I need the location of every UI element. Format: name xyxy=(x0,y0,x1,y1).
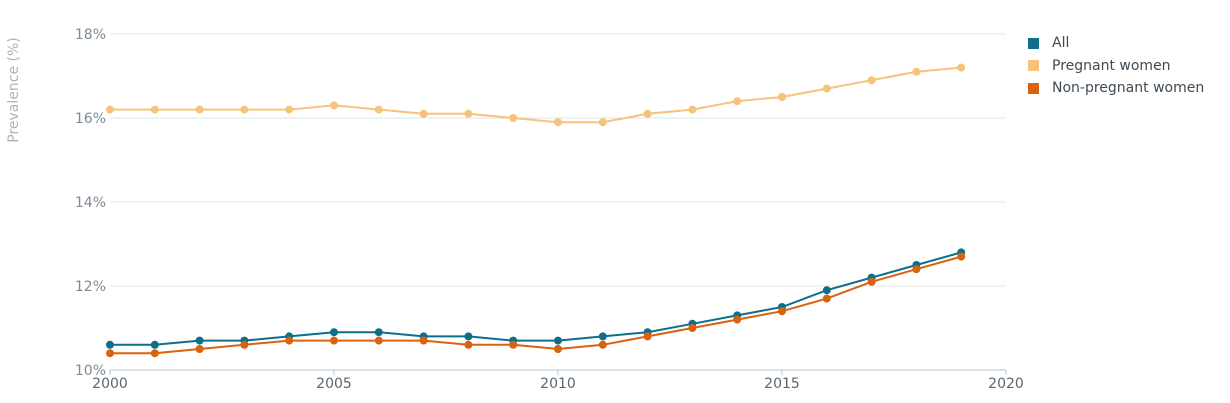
data-point xyxy=(330,328,338,337)
legend-swatch xyxy=(1028,37,1039,49)
data-point xyxy=(643,109,652,118)
legend-label: Non-pregnant women xyxy=(1052,80,1205,97)
data-point xyxy=(464,109,473,118)
x-tick-label: 2020 xyxy=(988,376,1024,392)
data-point xyxy=(643,332,652,341)
data-point xyxy=(598,118,607,127)
data-point xyxy=(867,277,876,286)
series-line-1 xyxy=(110,66,962,124)
data-point xyxy=(106,105,114,114)
data-point xyxy=(374,328,383,337)
data-point xyxy=(374,336,383,345)
data-point xyxy=(106,340,114,349)
data-point xyxy=(778,93,786,101)
data-point xyxy=(509,340,518,349)
data-point xyxy=(330,101,338,110)
data-point xyxy=(195,345,204,353)
legend-item: All xyxy=(1028,32,1204,55)
data-point xyxy=(733,97,742,106)
data-point xyxy=(822,84,831,93)
x-tick-label: 2000 xyxy=(92,376,128,392)
y-tick-label: 12% xyxy=(75,279,106,295)
data-point xyxy=(195,336,204,345)
x-tick-label: 2010 xyxy=(540,376,576,392)
data-point xyxy=(957,252,966,261)
data-point xyxy=(240,340,249,349)
data-point xyxy=(419,109,428,118)
data-point xyxy=(688,105,697,114)
y-axis-ticks: 10% 12% 14% 16% 18% xyxy=(75,27,106,379)
data-point xyxy=(688,324,697,332)
data-point xyxy=(374,105,383,114)
data-point xyxy=(733,315,742,324)
data-point xyxy=(285,336,294,345)
series-lines xyxy=(110,66,962,355)
data-point xyxy=(957,63,966,72)
data-point xyxy=(554,336,562,345)
x-tick-label: 2015 xyxy=(764,376,800,392)
data-point xyxy=(778,307,786,316)
data-point xyxy=(867,76,876,85)
series-line-0 xyxy=(110,251,962,346)
legend-label: Pregnant women xyxy=(1052,57,1171,74)
data-point xyxy=(598,340,607,349)
data-point xyxy=(150,340,159,349)
data-point xyxy=(554,345,562,353)
data-point xyxy=(150,105,159,114)
y-tick-label: 14% xyxy=(75,195,106,211)
data-point xyxy=(912,265,921,274)
data-point xyxy=(554,118,562,127)
data-point xyxy=(150,349,159,358)
data-point xyxy=(195,105,204,114)
data-point xyxy=(912,67,921,76)
data-point xyxy=(285,105,294,114)
legend-item: Non-pregnant women xyxy=(1028,77,1204,100)
data-point xyxy=(464,332,473,341)
legend: All Pregnant women Non-pregnant women xyxy=(1028,32,1204,100)
series-points xyxy=(106,63,966,358)
data-point xyxy=(106,349,114,358)
data-point xyxy=(240,105,249,114)
legend-swatch xyxy=(1028,60,1039,72)
x-tick-label: 2005 xyxy=(316,376,352,392)
legend-label: All xyxy=(1052,35,1070,52)
data-point xyxy=(822,286,831,295)
y-axis-title: Prevalence (%) xyxy=(6,37,22,143)
data-point xyxy=(598,332,607,341)
data-point xyxy=(464,340,473,349)
x-axis: 2000 2005 2010 2015 2020 xyxy=(92,369,1024,392)
y-tick-label: 10% xyxy=(75,363,106,379)
data-point xyxy=(419,336,428,345)
series-line-2 xyxy=(110,255,962,355)
legend-item: Pregnant women xyxy=(1028,55,1204,78)
data-point xyxy=(330,336,338,345)
y-tick-label: 18% xyxy=(75,27,106,43)
data-point xyxy=(509,114,518,122)
y-tick-label: 16% xyxy=(75,111,106,127)
legend-swatch xyxy=(1028,82,1039,94)
data-point xyxy=(822,294,831,303)
gridlines xyxy=(110,33,1006,371)
